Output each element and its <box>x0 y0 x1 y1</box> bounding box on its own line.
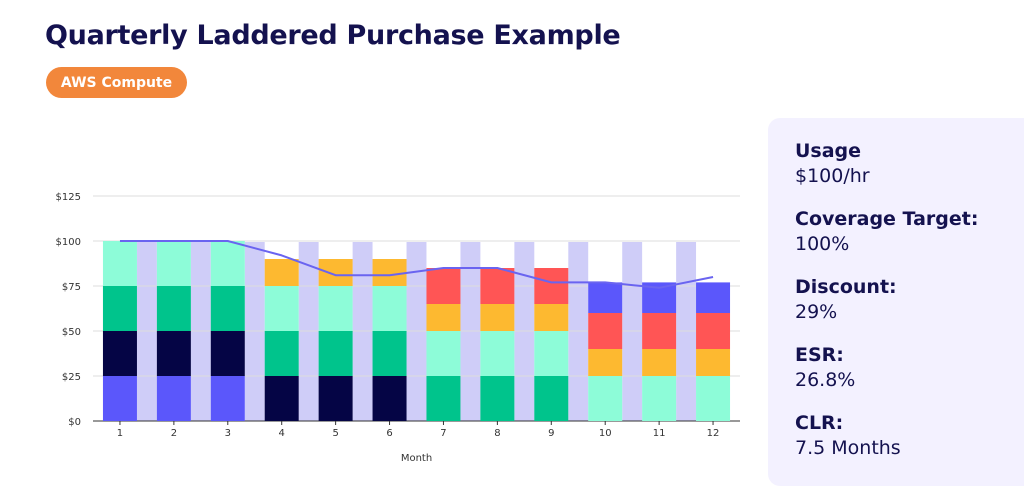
bar-segment <box>264 376 299 421</box>
bar-segment <box>534 304 569 331</box>
bar-segment <box>480 304 515 331</box>
coverage-line <box>119 240 714 289</box>
bar-segment <box>318 331 353 376</box>
bar-segment <box>210 331 245 376</box>
bar-segment <box>318 259 353 286</box>
stat-clr: CLR: 7.5 Months <box>795 412 901 460</box>
x-tick-label: 9 <box>548 428 554 439</box>
bar-segment <box>318 376 353 421</box>
bar-segment <box>372 331 407 376</box>
bar-segment <box>480 268 515 304</box>
x-tick-label: 11 <box>653 428 666 439</box>
bar-segment <box>156 331 191 376</box>
y-tick-label: $25 <box>62 372 81 383</box>
stat-value: 100% <box>795 233 850 255</box>
bar-segment <box>534 268 569 304</box>
bar-segment <box>588 313 623 349</box>
bar-segment <box>102 286 137 331</box>
bar-segment <box>426 268 461 304</box>
bar-segment <box>534 376 569 421</box>
bar-segment <box>156 286 191 331</box>
bar-segment <box>102 331 137 376</box>
stat-esr: ESR: 26.8% <box>795 344 855 392</box>
bar-segment <box>102 376 137 421</box>
bar-segment <box>210 376 245 421</box>
y-tick-label: $125 <box>56 192 81 203</box>
bar-segment <box>588 376 623 421</box>
bar-segment <box>588 349 623 376</box>
stats-panel: Usage $100/hr Coverage Target: 100% Disc… <box>768 118 1024 486</box>
bar-segment <box>426 331 461 376</box>
bar-segment <box>264 259 299 286</box>
stat-label: CLR: <box>795 412 844 434</box>
y-tick-label: $0 <box>68 417 81 428</box>
x-tick-label: 6 <box>386 428 392 439</box>
x-axis-label: Month <box>401 453 432 464</box>
x-tick-label: 5 <box>332 428 338 439</box>
bar-segment <box>534 331 569 376</box>
x-tick-label: 2 <box>171 428 177 439</box>
bar-segment <box>696 376 731 421</box>
bar-segment <box>372 286 407 331</box>
stat-coverage-target: Coverage Target: 100% <box>795 208 978 256</box>
stat-value: 7.5 Months <box>795 437 901 459</box>
bar-segment <box>642 349 677 376</box>
x-tick-label: 10 <box>599 428 612 439</box>
stat-label: Discount: <box>795 276 897 298</box>
bar-segment <box>264 286 299 331</box>
stat-value: 29% <box>795 301 838 323</box>
stat-usage: Usage $100/hr <box>795 140 870 188</box>
stat-value: $100/hr <box>795 165 870 187</box>
bar-segment <box>210 286 245 331</box>
bar-segment <box>156 376 191 421</box>
bar-segment <box>372 259 407 286</box>
x-tick-label: 8 <box>494 428 500 439</box>
stat-label: Usage <box>795 140 862 162</box>
stat-value: 26.8% <box>795 369 856 391</box>
x-tick-label: 12 <box>707 428 720 439</box>
x-tick-label: 7 <box>440 428 446 439</box>
bar-segment <box>264 331 299 376</box>
category-badge: AWS Compute <box>46 67 187 98</box>
y-tick-label: $75 <box>62 282 81 293</box>
stat-label: Coverage Target: <box>795 208 979 230</box>
bar-segment <box>480 376 515 421</box>
bar-segment <box>696 349 731 376</box>
bar-segment <box>426 304 461 331</box>
y-tick-label: $50 <box>62 327 81 338</box>
stat-discount: Discount: 29% <box>795 276 897 324</box>
bar-segment <box>642 376 677 421</box>
x-tick-label: 3 <box>225 428 231 439</box>
bar-segment <box>372 376 407 421</box>
x-tick-label: 4 <box>279 428 285 439</box>
bar-segment <box>696 313 731 349</box>
bar-segment <box>426 376 461 421</box>
bar-segment <box>102 241 137 286</box>
bar-segment <box>210 241 245 286</box>
x-tick-label: 1 <box>117 428 123 439</box>
bar-segment <box>642 313 677 349</box>
bar-segment <box>480 331 515 376</box>
y-tick-label: $100 <box>56 237 81 248</box>
bar-segment <box>696 282 731 313</box>
bar-segment <box>588 282 623 313</box>
bar-segment <box>156 241 191 286</box>
bar-segment <box>318 286 353 331</box>
stat-label: ESR: <box>795 344 844 366</box>
page-title: Quarterly Laddered Purchase Example <box>45 20 621 51</box>
